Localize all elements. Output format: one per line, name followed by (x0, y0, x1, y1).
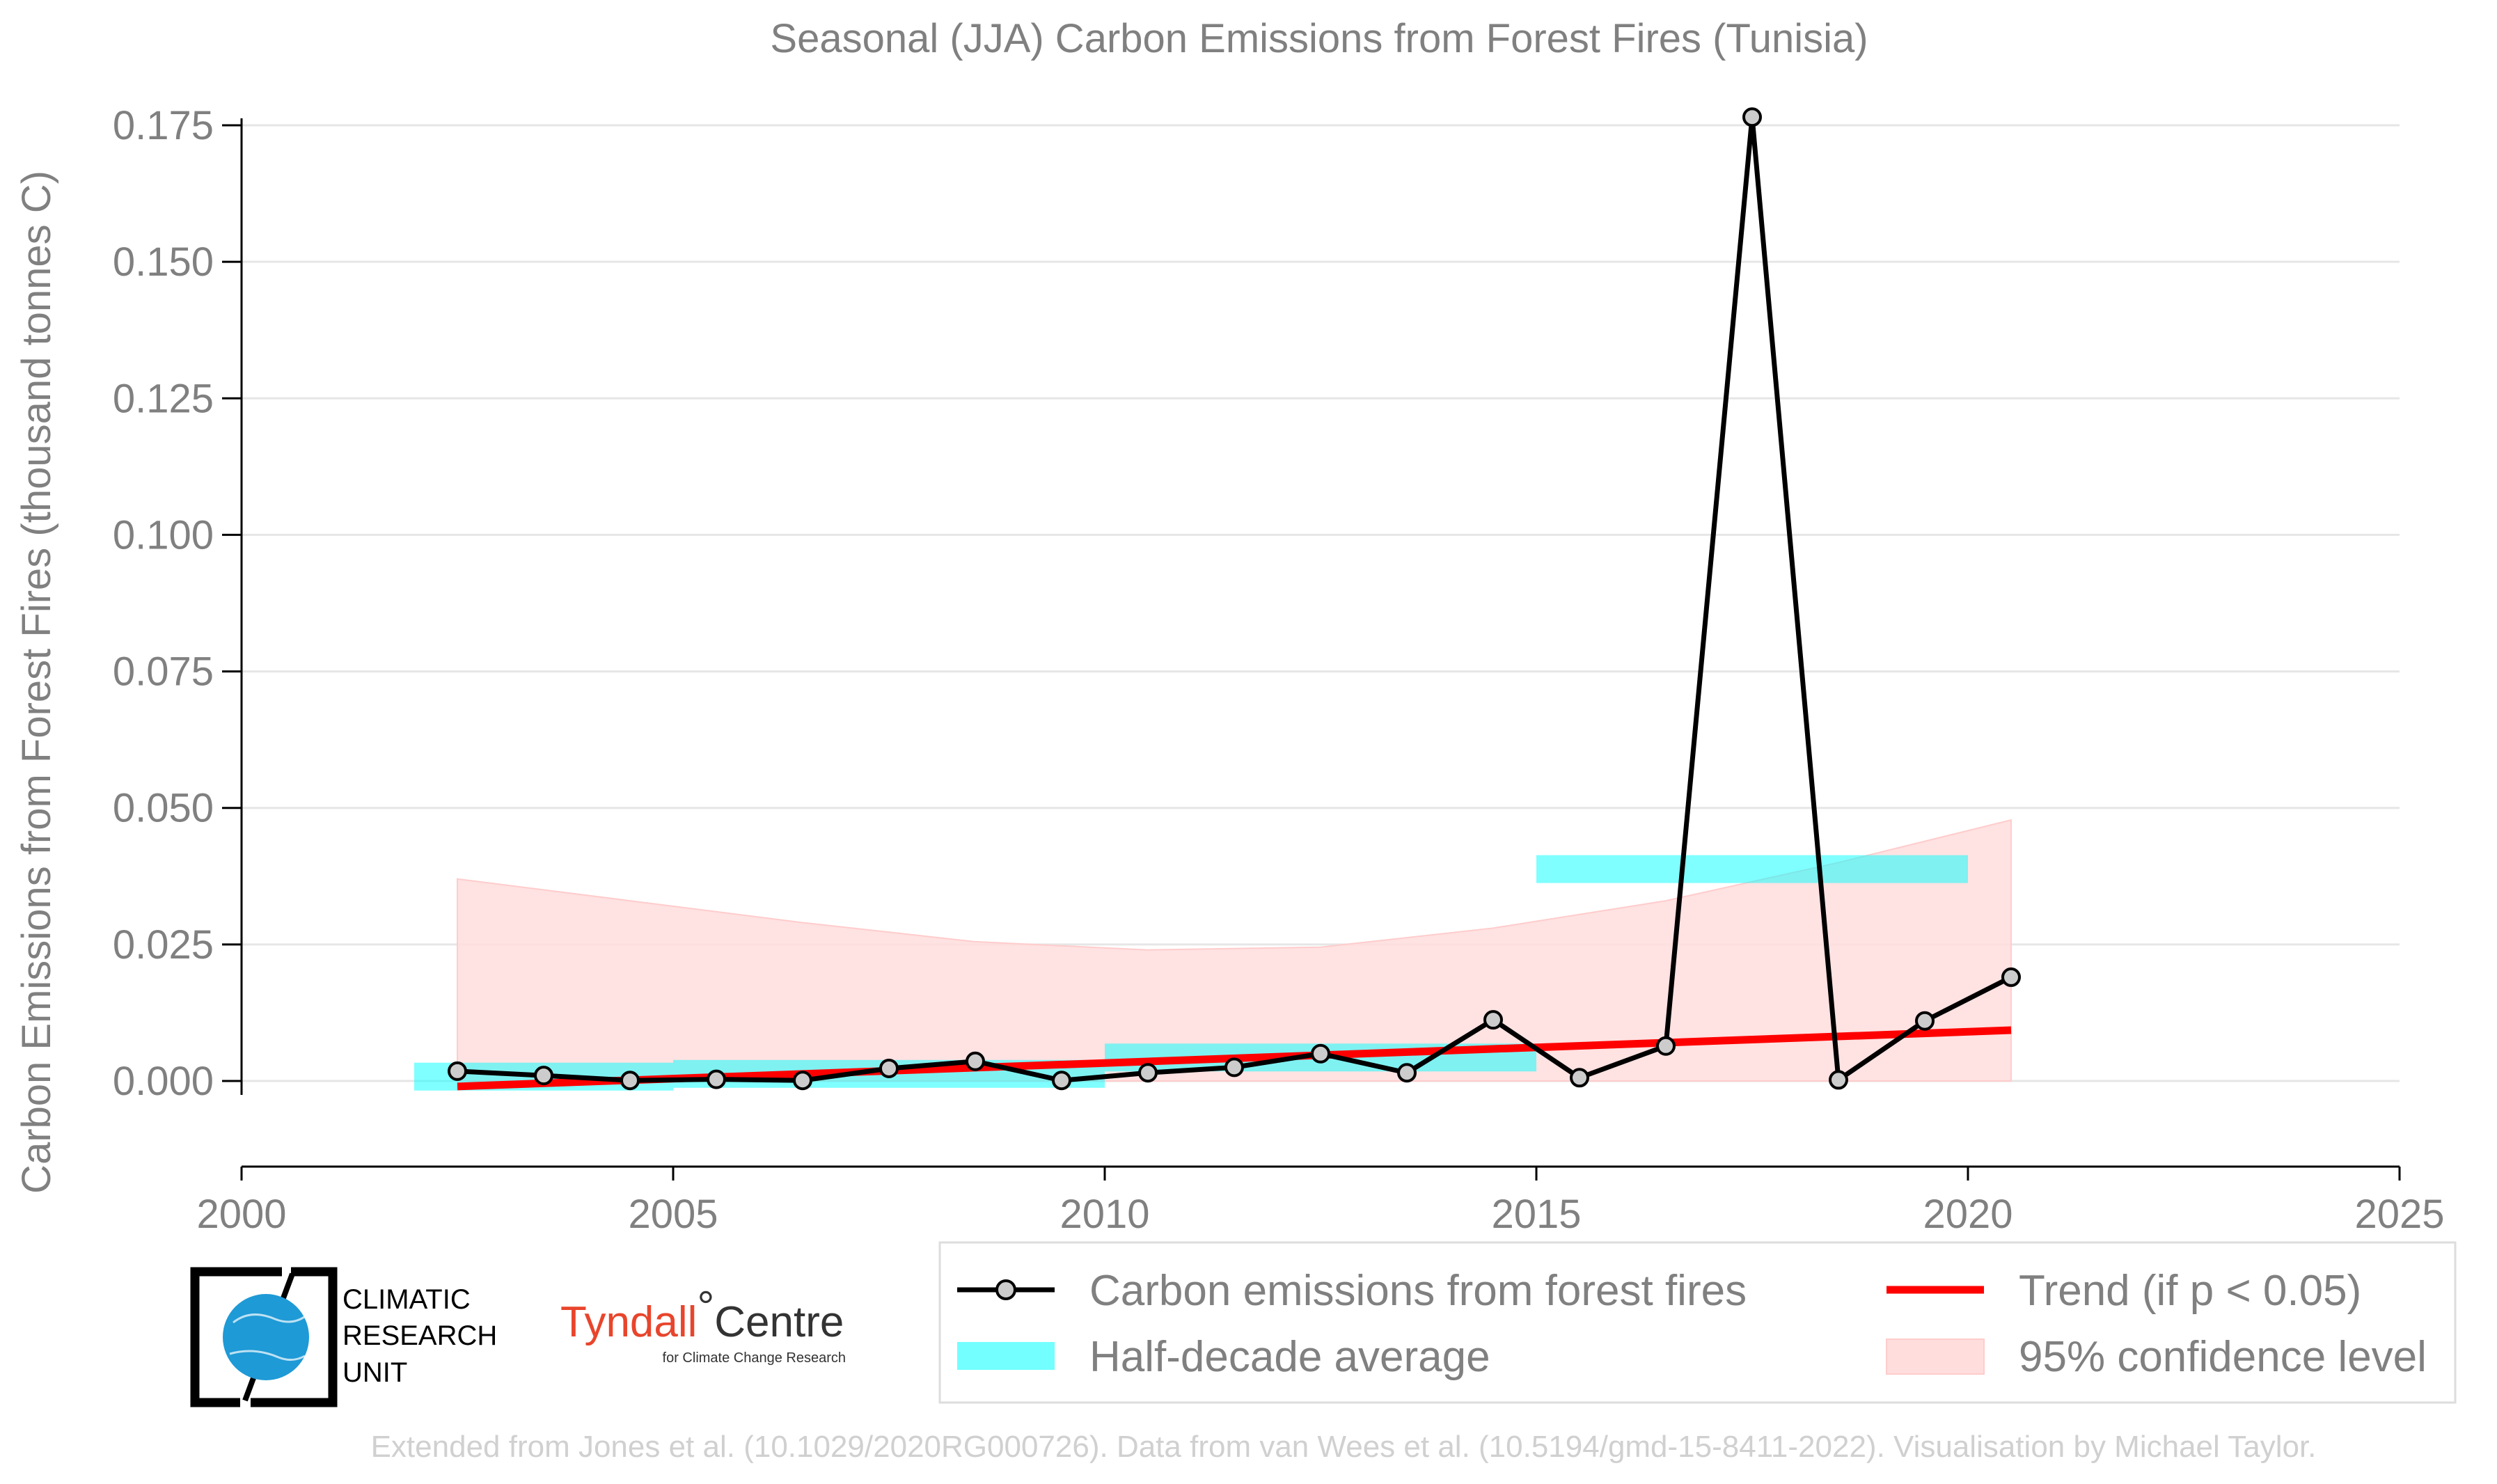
y-tick-label: 0.150 (113, 239, 214, 285)
x-tick-label: 2020 (1923, 1192, 2012, 1237)
globe-icon (223, 1294, 309, 1380)
y-tick-label: 0.175 (113, 103, 214, 148)
data-point (448, 1061, 467, 1081)
data-point (1915, 1011, 1935, 1031)
legend-label-trend: Trend (if p < 0.05) (2019, 1267, 2361, 1315)
data-point (793, 1071, 812, 1091)
legend-label-half-decade: Half-decade average (1089, 1333, 1490, 1381)
data-point (1570, 1068, 1589, 1088)
legend-label-confidence: 95% confidence level (2019, 1333, 2427, 1381)
x-tick-label: 2005 (628, 1192, 718, 1237)
cru-bracket-left (190, 1267, 282, 1407)
cru-text-line1: CLIMATIC (342, 1284, 471, 1315)
tyndall-subtitle: for Climate Change Research (663, 1350, 846, 1366)
y-tick-label: 0.075 (113, 649, 214, 695)
legend-emissions-marker (995, 1279, 1016, 1300)
chart-title: Seasonal (JJA) Carbon Emissions from For… (770, 16, 1868, 61)
data-point (1224, 1057, 1244, 1078)
x-tick-label: 2000 (196, 1192, 286, 1237)
y-tick-label: 0.100 (113, 512, 214, 558)
y-tick-label: 0.050 (113, 786, 214, 831)
y-axis-label: Carbon Emissions from Forest Fires (thou… (14, 171, 59, 1194)
axes (240, 118, 2401, 1181)
cru-text-line3: UNIT (342, 1357, 407, 1388)
cru-bracket-right (251, 1267, 338, 1407)
confidence-band-area (457, 819, 2012, 1082)
data-point (1138, 1063, 1158, 1083)
data-point (620, 1071, 640, 1091)
confidence-band (457, 819, 2012, 1082)
emissions-series (448, 107, 2021, 1091)
cru-text-line2: RESEARCH (342, 1320, 497, 1351)
data-point (1397, 1063, 1417, 1083)
legend-item-confidence: 95% confidence level (1886, 1333, 2427, 1381)
data-point (1483, 1010, 1503, 1030)
legend-box (938, 1241, 2457, 1404)
y-tick-label: 0.000 (113, 1059, 214, 1104)
data-point (1829, 1070, 1848, 1090)
legend-confidence-swatch (1886, 1339, 1985, 1375)
data-point (2001, 967, 2021, 987)
tyndall-wordmark: Tyndall°Centre (560, 1283, 844, 1346)
y-tick-label: 0.025 (113, 922, 214, 968)
data-point (966, 1051, 985, 1071)
x-tick-label: 2025 (2354, 1192, 2444, 1237)
legend-item-half-decade: Half-decade average (957, 1333, 1490, 1381)
data-point (879, 1058, 899, 1078)
x-tick-label: 2015 (1491, 1192, 1581, 1237)
tyndall-logo: Tyndall°Centre for Climate Change Resear… (560, 1283, 846, 1366)
globe-detail (229, 1350, 306, 1361)
half-decade-bar (1536, 855, 1968, 883)
data-point (1052, 1071, 1071, 1091)
data-point (1311, 1043, 1330, 1064)
legend-label-emissions: Carbon emissions from forest fires (1089, 1267, 1747, 1315)
legend-half-decade-swatch (957, 1342, 1055, 1370)
legend-item-trend: Trend (if p < 0.05) (1886, 1267, 2361, 1315)
x-tick-label: 2010 (1060, 1192, 1149, 1237)
data-point (534, 1066, 553, 1086)
cru-logo: CLIMATIC RESEARCH UNIT (190, 1267, 497, 1407)
y-tick-labels: 0.000 0.025 0.050 0.075 0.100 0.125 0.150 0.175 (113, 103, 214, 1104)
y-tick-label: 0.125 (113, 376, 214, 421)
footer-credit: Extended from Jones et al. (10.1029/2020… (371, 1430, 2317, 1464)
legend-item-emissions: Carbon emissions from forest fires (957, 1267, 1747, 1315)
legend: Carbon emissions from forest fires Trend… (938, 1241, 2457, 1404)
data-point (1742, 107, 1762, 127)
data-point (707, 1069, 726, 1089)
globe-detail (233, 1313, 307, 1324)
x-tick-labels: 2000 2005 2010 2015 2020 2025 (196, 1192, 2444, 1237)
data-point (1656, 1036, 1676, 1056)
